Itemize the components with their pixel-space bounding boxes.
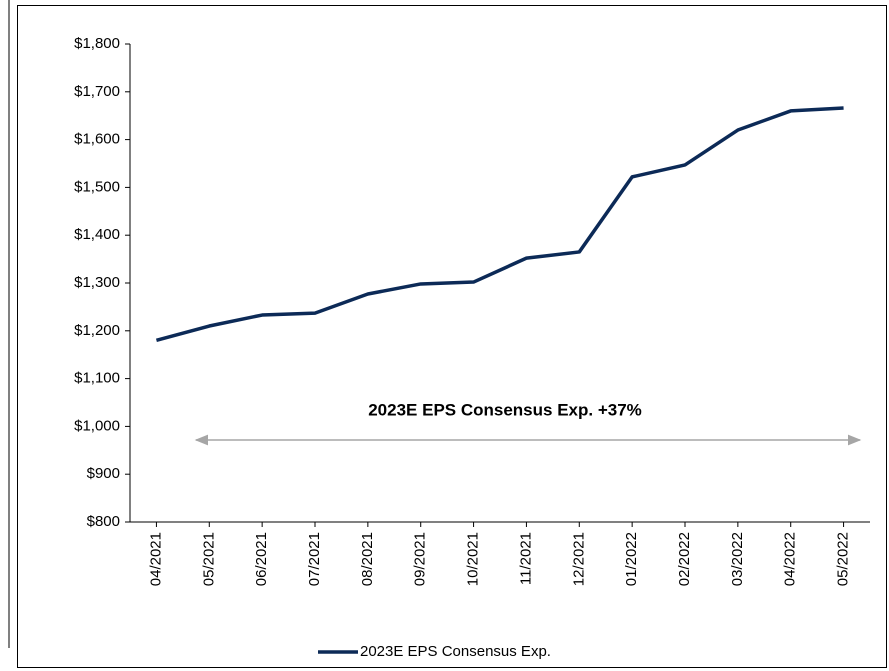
x-tick-label: 01/2022	[623, 532, 640, 586]
y-tick-label: $900	[87, 465, 120, 482]
annotation: 2023E EPS Consensus Exp. +37%	[368, 400, 642, 419]
x-tick-label: 05/2021	[200, 532, 217, 586]
x-tick-label: 09/2021	[412, 532, 429, 586]
x-tick-label: 02/2022	[676, 532, 693, 586]
y-tick-label: $1,400	[74, 226, 120, 243]
y-tick-label: $1,300	[74, 274, 120, 291]
x-tick-label: 10/2021	[465, 532, 482, 586]
x-tick-label: 06/2021	[253, 532, 270, 586]
y-tick-label: $1,600	[74, 131, 120, 148]
y-tick-label: $1,200	[74, 322, 120, 339]
y-tick-label: $800	[87, 513, 120, 530]
x-tick-label: 05/2022	[835, 532, 852, 586]
x-tick-label: 07/2021	[306, 532, 323, 586]
x-tick-label: 11/2021	[517, 532, 534, 585]
x-tick-label: 12/2021	[570, 532, 587, 586]
x-tick-label: 08/2021	[359, 532, 376, 586]
series-line	[155, 106, 844, 343]
y-tick-label: $1,100	[74, 370, 120, 387]
legend-label: 2023E EPS Consensus Exp.	[360, 643, 551, 660]
y-tick-label: $1,000	[74, 417, 120, 434]
y-tick-label: $1,700	[74, 83, 120, 100]
chart-frame	[17, 5, 887, 668]
y-tick-label: $1,500	[74, 178, 120, 195]
x-tick-label: 04/2021	[147, 532, 164, 586]
x-tick-label: 04/2022	[782, 532, 799, 586]
y-tick-label: $1,800	[74, 35, 120, 52]
x-tick-label: 03/2022	[729, 532, 746, 586]
